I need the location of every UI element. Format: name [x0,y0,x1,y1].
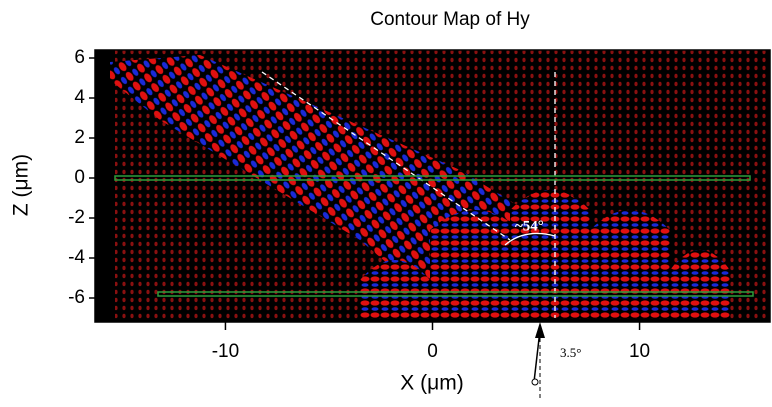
angle-arc [504,232,556,246]
mode-field [430,210,520,318]
x-tick-label: 0 [427,341,438,362]
angle-annotation: 3.5° [560,345,581,360]
arrow-head [535,322,545,338]
x-tick-label: -10 [212,341,239,362]
y-tick-label: -2 [68,207,85,228]
field-dark-corner [95,50,115,322]
reference-line [157,291,754,297]
mode-field [360,260,430,318]
y-tick-label: 2 [74,127,85,148]
incident-arrow [533,329,541,383]
chart-title: Contour Map of Hy [370,9,530,30]
y-tick-label: 6 [74,47,85,68]
y-tick-label: -6 [68,287,85,308]
angle-annotation: ~54° [515,218,544,234]
x-axis-label: X (μm) [400,372,463,395]
arrow-origin [531,378,539,386]
y-axis-label: Z (μm) [10,154,33,216]
guide-line [261,71,511,241]
mode-field [670,250,730,318]
y-tick-label: 4 [74,87,85,108]
mode-field [590,210,670,318]
y-tick-label: -4 [68,247,85,268]
field [95,50,770,322]
mode-field [510,190,590,318]
y-tick-label: 0 [74,167,85,188]
reference-line [114,175,751,181]
x-tick-label: 10 [629,341,650,362]
